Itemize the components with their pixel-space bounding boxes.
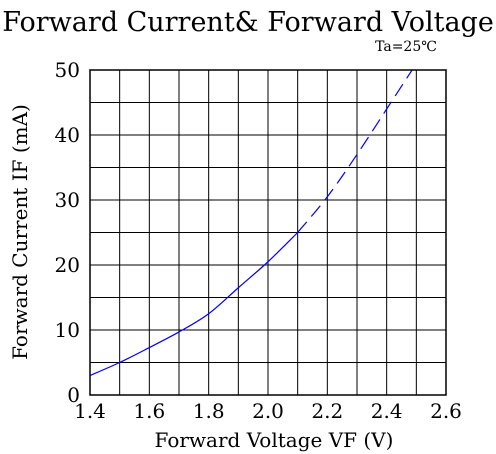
temperature-condition: Ta=25℃ bbox=[375, 39, 437, 55]
series-line-solid bbox=[90, 232, 299, 377]
x-tick-label: 2.6 bbox=[430, 399, 462, 423]
x-tick-label: 1.8 bbox=[193, 399, 225, 423]
series-line-dashed bbox=[297, 70, 413, 233]
x-tick-label: 1.6 bbox=[133, 399, 165, 423]
chart-title: Forward Current& Forward Voltage bbox=[2, 7, 494, 38]
series-group bbox=[90, 70, 413, 377]
plot-frame bbox=[89, 69, 447, 396]
y-tick-label: 50 bbox=[55, 58, 80, 82]
x-tick-label: 2.0 bbox=[252, 399, 284, 423]
x-axis-label: Forward Voltage VF (V) bbox=[155, 428, 394, 452]
y-tick-label: 0 bbox=[67, 383, 80, 407]
y-tick-label: 40 bbox=[55, 123, 80, 147]
tick-labels: 1.4 1.6 1.8 2.0 2.2 2.4 2.6 0 10 20 30 40 50 bbox=[55, 58, 462, 423]
x-tick-label: 2.4 bbox=[371, 399, 403, 423]
y-tick-label: 20 bbox=[55, 253, 80, 277]
y-tick-label: 30 bbox=[55, 188, 80, 212]
y-axis-label: Forward Current IF (mA) bbox=[8, 104, 32, 360]
y-tick-label: 10 bbox=[55, 318, 80, 342]
x-tick-label: 1.4 bbox=[74, 399, 106, 423]
grid bbox=[90, 70, 446, 395]
x-tick-label: 2.2 bbox=[311, 399, 343, 423]
